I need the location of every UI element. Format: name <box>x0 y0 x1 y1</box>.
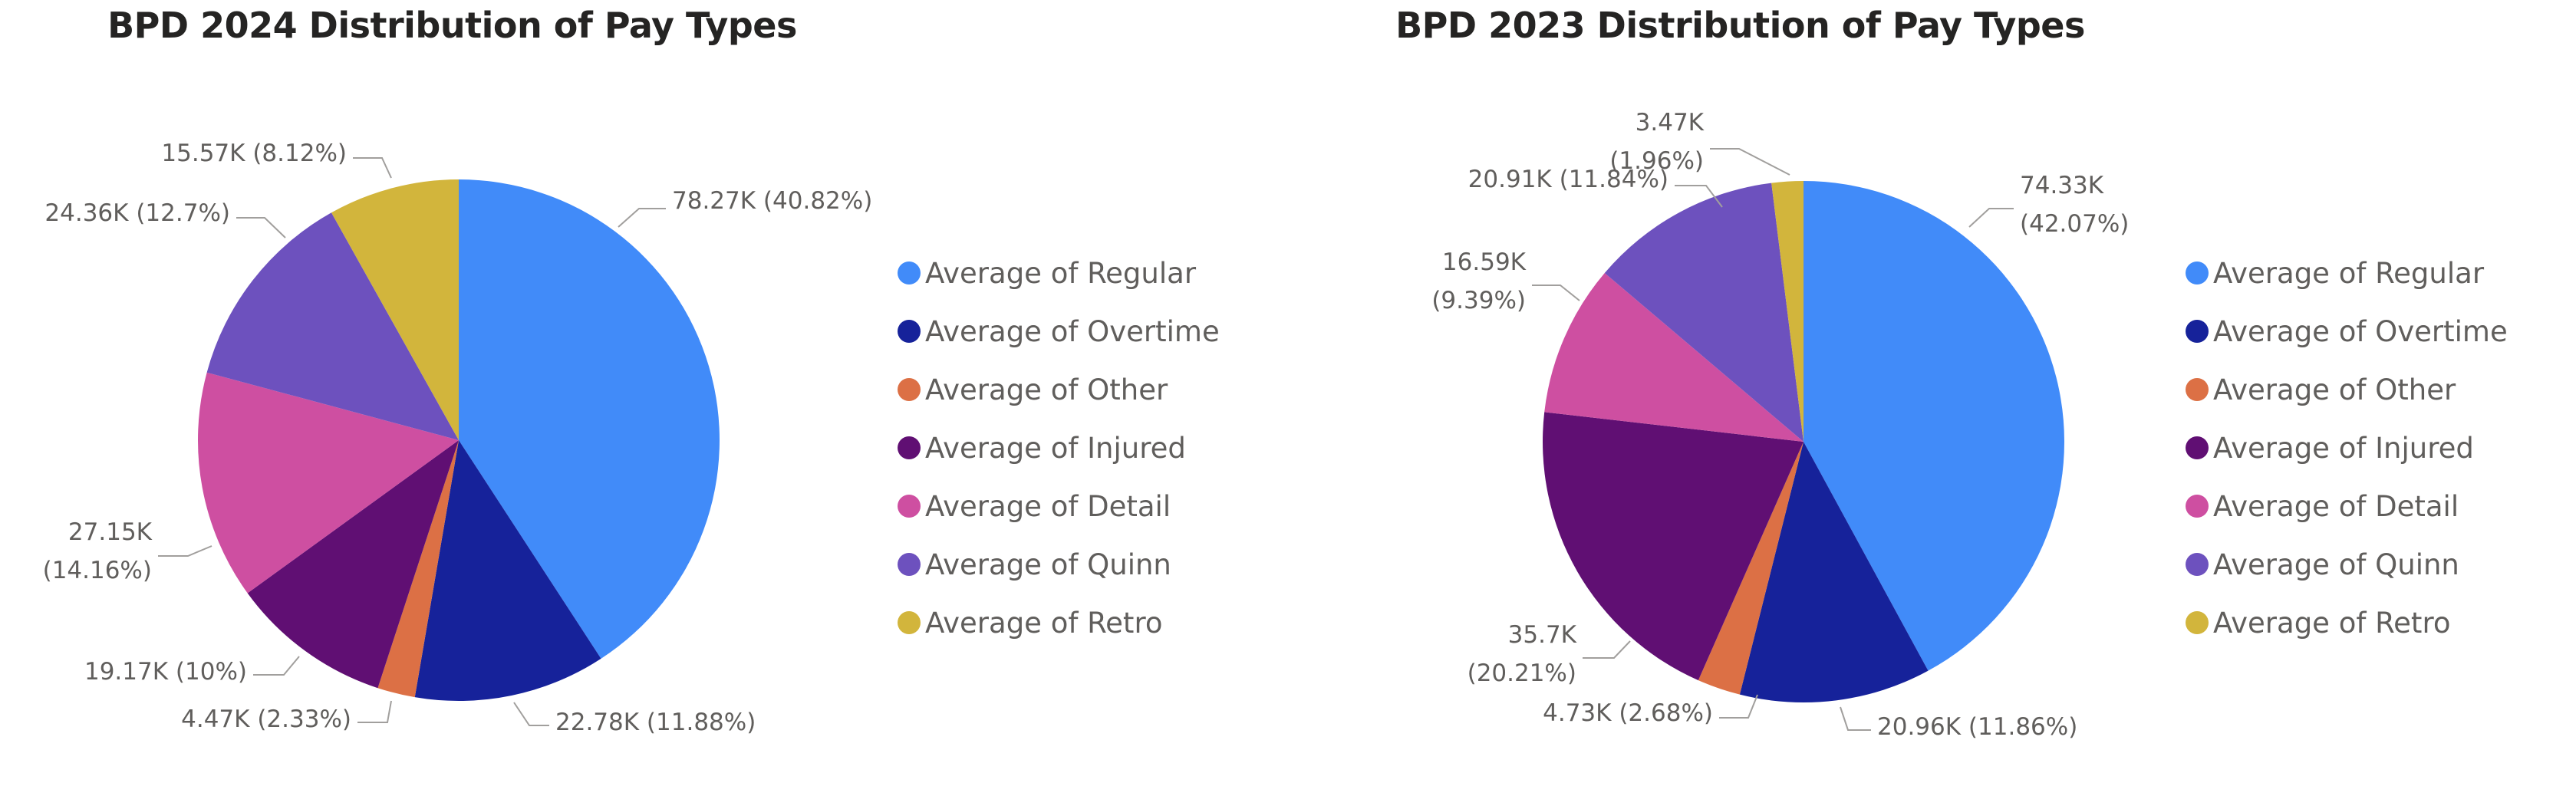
legend-label: Average of Overtime <box>2213 314 2508 348</box>
data-label: 20.91K (11.84%) <box>1468 166 1668 193</box>
legend-label: Average of Retro <box>2213 606 2451 640</box>
data-label: 22.78K (11.88%) <box>555 709 756 736</box>
data-label: 4.47K (2.33%) <box>181 706 351 733</box>
legend-item[interactable]: Average of Quinn <box>898 535 1220 594</box>
legend-label: Average of Regular <box>2213 256 2485 290</box>
pie-slice-average-of-regular[interactable] <box>1804 181 2064 671</box>
leader-line <box>1710 148 1790 176</box>
data-label: 4.73K (2.68%) <box>1543 699 1713 727</box>
data-label: 74.33K (42.07%) <box>2020 172 2129 238</box>
data-label: 78.27K (40.82%) <box>672 187 872 215</box>
data-label: 20.96K (11.86%) <box>1877 713 2077 741</box>
legend-item[interactable]: Average of Detail <box>898 477 1220 535</box>
legend-item[interactable]: Average of Injured <box>898 419 1220 477</box>
legend-label: Average of Detail <box>2213 489 2459 523</box>
pie-slice-average-of-regular[interactable] <box>459 179 720 659</box>
leader-line <box>1675 185 1723 208</box>
legend-item[interactable]: Average of Other <box>2186 360 2508 419</box>
legend-item[interactable]: Average of Detail <box>2186 477 2508 535</box>
legend-item[interactable]: Average of Retro <box>2186 594 2508 652</box>
legend-item[interactable]: Average of Retro <box>898 594 1220 652</box>
legend-label: Average of Retro <box>925 606 1163 640</box>
leader-line <box>1532 285 1580 301</box>
pie-slice-average-of-injured[interactable] <box>247 440 459 689</box>
chart-title: BPD 2023 Distribution of Pay Types <box>1395 5 2085 46</box>
chart-legend: Average of Regular Average of Overtime Ave… <box>2186 244 2508 652</box>
legend-swatch <box>898 378 921 401</box>
leader-line <box>357 700 392 723</box>
legend-label: Average of Injured <box>925 431 1186 465</box>
legend-label: Average of Other <box>925 373 1168 406</box>
legend-label: Average of Injured <box>2213 431 2474 465</box>
legend-swatch <box>2186 378 2209 401</box>
legend-item[interactable]: Average of Overtime <box>2186 302 2508 360</box>
data-label: 16.59K (9.39%) <box>1431 248 1526 314</box>
pie-slice-average-of-retro[interactable] <box>1771 181 1804 442</box>
legend-item[interactable]: Average of Regular <box>2186 244 2508 302</box>
legend-label: Average of Quinn <box>2213 548 2459 581</box>
legend-label: Average of Overtime <box>925 314 1220 348</box>
pie-slice-average-of-other[interactable] <box>1698 442 1804 695</box>
data-label: 24.36K (12.7%) <box>44 199 230 227</box>
pie-slice-average-of-other[interactable] <box>377 440 459 698</box>
pie-slice-average-of-injured[interactable] <box>1542 412 1804 681</box>
pie-slice-average-of-quinn[interactable] <box>1604 183 1804 442</box>
legend-label: Average of Regular <box>925 256 1197 290</box>
legend-label: Average of Quinn <box>925 548 1171 581</box>
chart-panel-2023: 74.33K (42.07%) 20.96K (11.86%) 4.73K (2.68… <box>1288 0 2576 796</box>
legend-swatch <box>2186 436 2209 459</box>
chart-title: BPD 2024 Distribution of Pay Types <box>107 5 797 46</box>
leader-line <box>618 208 666 228</box>
leader-line <box>236 217 286 238</box>
pie-slice-average-of-overtime[interactable] <box>1739 442 1929 702</box>
pie-slice-average-of-retro[interactable] <box>331 179 459 440</box>
legend-swatch <box>2186 495 2209 518</box>
legend-label: Average of Detail <box>925 489 1171 523</box>
legend-swatch <box>2186 320 2209 343</box>
data-label: 27.15K (14.16%) <box>43 518 153 584</box>
legend-swatch <box>898 495 921 518</box>
legend-item[interactable]: Average of Other <box>898 360 1220 419</box>
legend-swatch <box>2186 261 2209 285</box>
pie-slice-average-of-overtime[interactable] <box>414 440 601 701</box>
leader-line <box>513 702 549 726</box>
pie-slice-average-of-quinn[interactable] <box>206 212 459 440</box>
legend-item[interactable]: Average of Quinn <box>2186 535 2508 594</box>
legend-swatch <box>898 320 921 343</box>
pie-slice-average-of-detail[interactable] <box>1544 272 1804 442</box>
chart-legend: Average of Regular Average of Overtime Ave… <box>898 244 1220 652</box>
legend-item[interactable]: Average of Regular <box>898 244 1220 302</box>
legend-item[interactable]: Average of Overtime <box>898 302 1220 360</box>
leader-line <box>1583 640 1631 659</box>
legend-label: Average of Other <box>2213 373 2456 406</box>
data-label: 19.17K (10%) <box>84 658 247 686</box>
legend-swatch <box>2186 611 2209 634</box>
leader-line <box>1840 706 1871 731</box>
pie-chart-2024: 78.27K (40.82%) 22.78K (11.88%) 4.47K (2.3… <box>43 140 873 736</box>
chart-panel-2024: 78.27K (40.82%) 22.78K (11.88%) 4.47K (2.3… <box>43 5 1220 736</box>
leader-line <box>1968 208 2014 228</box>
data-label: 3.47K (1.96%) <box>1609 109 1704 175</box>
leader-line <box>1719 694 1758 719</box>
pie-slice-average-of-detail[interactable] <box>198 372 459 594</box>
leader-line <box>253 656 300 676</box>
legend-swatch <box>898 436 921 459</box>
legend-swatch <box>2186 553 2209 576</box>
data-label: 15.57K (8.12%) <box>161 140 347 167</box>
legend-item[interactable]: Average of Injured <box>2186 419 2508 477</box>
data-label: 35.7K (20.21%) <box>1468 621 1577 687</box>
legend-swatch <box>898 553 921 576</box>
leader-line <box>158 545 212 557</box>
legend-swatch <box>898 611 921 634</box>
legend-swatch <box>898 261 921 285</box>
leader-line <box>353 157 392 179</box>
pie-chart-2023: 74.33K (42.07%) 20.96K (11.86%) 4.73K (2.68… <box>1431 109 2129 741</box>
